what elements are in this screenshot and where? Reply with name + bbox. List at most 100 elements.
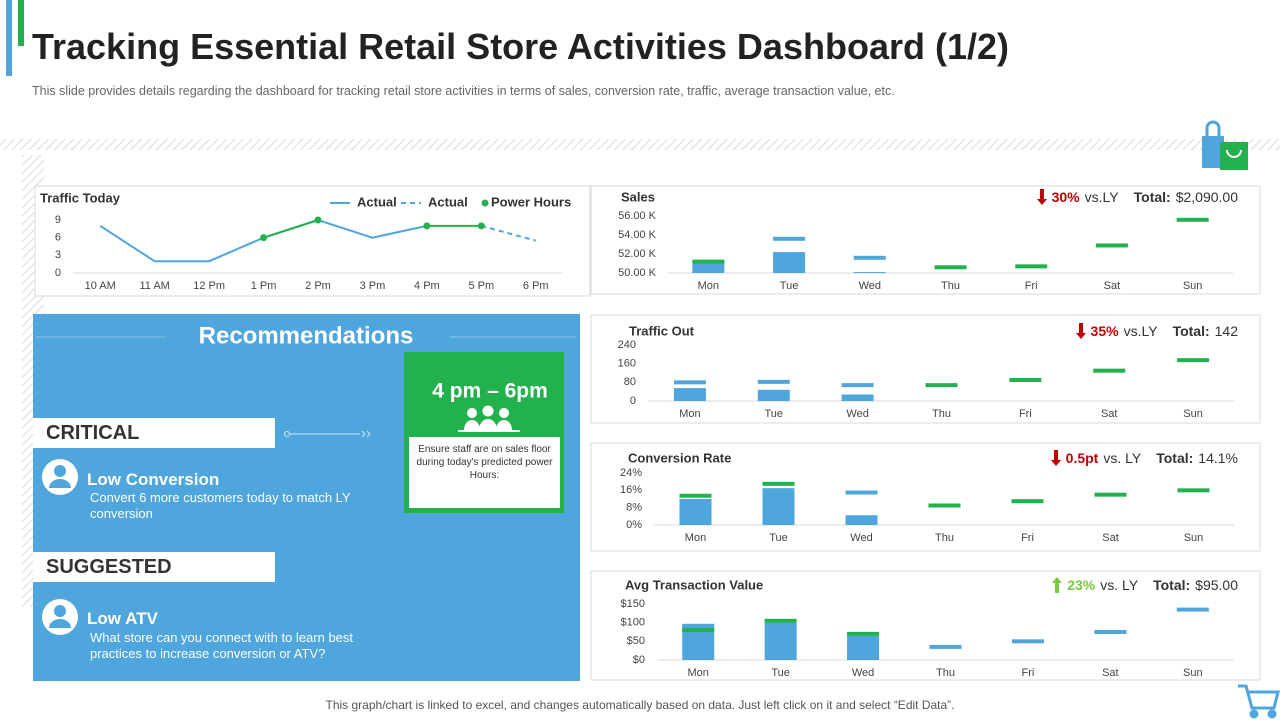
x-tick-label: Tue [771, 667, 790, 679]
y-tick-label: 0 [630, 395, 636, 407]
marker [764, 618, 797, 623]
bar [841, 394, 874, 401]
x-tick-label: Thu [941, 280, 960, 292]
bag-icon [1202, 120, 1248, 170]
line [263, 219, 482, 239]
user-icon [42, 459, 78, 495]
marker [673, 380, 706, 385]
x-tick-label: Sun [1183, 667, 1203, 679]
recommendations-title: Recommendations [199, 322, 414, 349]
marker [925, 383, 958, 388]
legend-marker [481, 199, 489, 207]
x-tick-label: 1 Pm [251, 280, 277, 292]
marker [934, 265, 967, 270]
kpi: 30% vs.LY Total: $2,090.00 [1036, 189, 1238, 205]
bar [673, 388, 706, 401]
x-tick-label: Sat [1104, 280, 1121, 292]
bar [764, 622, 797, 660]
x-tick-label: Thu [932, 408, 951, 420]
trend-arrow [1052, 577, 1063, 593]
total-label: Total: [1156, 450, 1194, 466]
marker [841, 383, 874, 388]
total-label: Total: [1153, 577, 1191, 593]
marker [773, 236, 806, 241]
x-tick-label: Sun [1184, 532, 1204, 544]
x-tick-label: Thu [935, 532, 954, 544]
x-tick-label: Fri [1019, 408, 1032, 420]
x-tick-label: 2 Pm [305, 280, 331, 292]
y-tick-label: 80 [624, 376, 636, 388]
level: CRITICAL [33, 418, 275, 448]
chart-title: Traffic Today [40, 190, 121, 205]
power-hours: 4 pm – 6pm [432, 380, 548, 403]
x-tick-label: 4 Pm [414, 280, 440, 292]
x-tick-label: Tue [769, 532, 788, 544]
chart-panel [590, 314, 1261, 424]
marker [1015, 264, 1048, 269]
x-tick-label: Fri [1021, 532, 1034, 544]
x-tick-label: Fri [1025, 280, 1038, 292]
marker [477, 222, 485, 230]
y-tick-label: 0 [55, 267, 61, 279]
total: 142 [1214, 323, 1238, 339]
y-tick-label: 56.00 K [618, 210, 657, 222]
bar [847, 635, 880, 660]
y-tick-label: 160 [618, 358, 636, 370]
kpi: 0.5pt vs. LY Total: 14.1% [1050, 450, 1238, 466]
bar [692, 263, 725, 273]
chart-panel [590, 185, 1261, 295]
kpi: 35% vs.LY Total: 142 [1075, 323, 1238, 339]
x-tick-label: Tue [765, 408, 784, 420]
marker [762, 481, 795, 486]
chart-title: Traffic Out [629, 323, 695, 338]
marker [929, 644, 962, 649]
hatch-band [0, 139, 1280, 150]
y-tick-label: 9 [55, 214, 61, 226]
accent [6, 0, 12, 76]
x-tick-label: 3 Pm [360, 280, 386, 292]
x-tick-label: Sat [1102, 532, 1119, 544]
marker [1176, 217, 1209, 222]
y-tick-label: 8% [626, 502, 642, 514]
heading: Low Conversion [87, 470, 220, 489]
marker [1095, 243, 1128, 248]
note: Ensure staff are on sales floor during t… [416, 444, 553, 481]
x-tick-label: Fri [1022, 667, 1035, 679]
total-label: Total: [1172, 323, 1210, 339]
legend-label: Actual [428, 194, 468, 209]
x-tick-label: Sun [1183, 408, 1203, 420]
chart-title: Conversion Rate [628, 450, 731, 465]
marker [847, 631, 880, 636]
legend-label: Power Hours [491, 194, 571, 209]
bar [773, 252, 806, 273]
change: 30% [1051, 189, 1080, 205]
x-tick-label: Wed [852, 667, 874, 679]
y-tick-label: 3 [55, 249, 61, 261]
bar [853, 272, 886, 273]
y-tick-label: 6 [55, 232, 61, 244]
bar [762, 488, 795, 525]
x-tick-label: Wed [846, 408, 868, 420]
change: 0.5pt [1065, 450, 1099, 466]
marker [679, 493, 712, 498]
marker [1094, 630, 1127, 634]
accent [18, 0, 24, 46]
total: $95.00 [1195, 577, 1238, 593]
marker [928, 503, 961, 508]
line [481, 224, 537, 242]
bar [757, 389, 790, 401]
y-tick-label: 0% [626, 519, 642, 531]
description: What store can you connect with to learn… [90, 630, 354, 661]
y-tick-label: 24% [620, 467, 642, 479]
y-tick-label: $0 [633, 654, 645, 666]
y-tick-label: $50 [627, 635, 645, 647]
x-tick-label: Mon [685, 532, 706, 544]
trend-arrow [1036, 189, 1047, 205]
x-tick-label: Mon [698, 280, 719, 292]
x-tick-label: Tue [780, 280, 799, 292]
kpi: 23% vs. LY Total: $95.00 [1052, 577, 1238, 593]
footer: This graph/chart is linked to excel, and… [325, 698, 955, 712]
compare: vs.LY [1084, 189, 1119, 205]
